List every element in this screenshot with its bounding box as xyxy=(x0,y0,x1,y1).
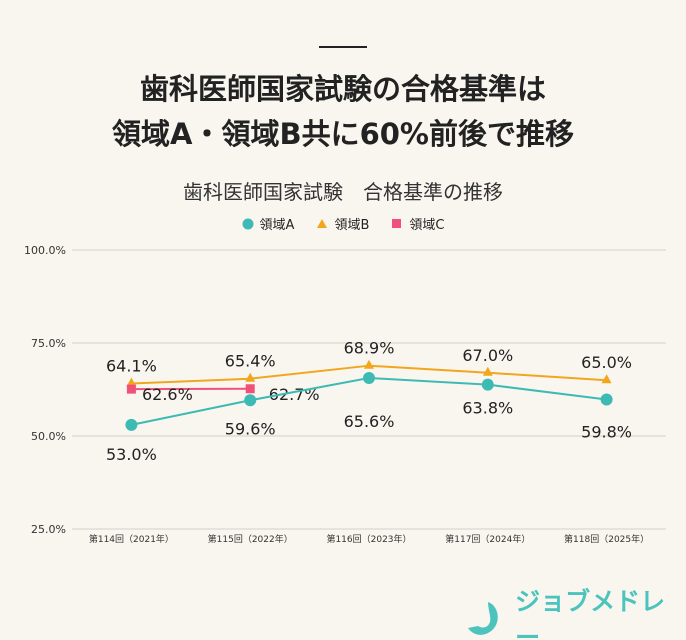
data-label: 62.7% xyxy=(269,385,320,404)
data-label: 64.1% xyxy=(106,357,157,376)
data-point xyxy=(600,393,613,406)
jobmedley-logo: ジョブメドレー xyxy=(466,582,686,640)
x-tick-label: 第118回（2025年） xyxy=(564,533,649,545)
data-label: 53.0% xyxy=(106,445,157,464)
headline-line-1: 歯科医師国家試験の合格基準は xyxy=(139,72,546,106)
data-point xyxy=(363,371,375,384)
logo-text: ジョブメドレー xyxy=(515,587,666,640)
square-marker-icon xyxy=(392,218,402,228)
triangle-marker-icon xyxy=(317,218,328,228)
headline-line-2: 領域A・領域B共に60%前後で推移 xyxy=(112,117,574,151)
data-point xyxy=(125,418,138,431)
x-tick-label: 第114回（2021年） xyxy=(89,533,174,545)
data-label: 67.0% xyxy=(462,346,513,365)
x-tick-label: 第115回（2022年） xyxy=(208,533,293,545)
logo-mark-icon xyxy=(468,602,498,635)
data-label: 62.6% xyxy=(142,385,193,404)
legend-item-c: 領域C xyxy=(391,214,444,233)
data-point xyxy=(244,394,257,407)
legend-item-a: 領域A xyxy=(242,214,295,233)
legend: 領域A 領域B 領域C xyxy=(0,214,686,233)
data-label: 59.6% xyxy=(225,419,276,438)
circle-marker-icon xyxy=(242,218,254,229)
data-point xyxy=(126,384,136,394)
y-tick-label: 25.0% xyxy=(31,523,66,536)
data-label: 59.8% xyxy=(581,423,632,442)
legend-item-b: 領域B xyxy=(316,214,369,233)
data-label: 63.8% xyxy=(462,399,513,418)
data-point xyxy=(245,372,256,382)
legend-label: 領域A xyxy=(259,218,295,233)
data-point xyxy=(482,366,493,376)
data-label: 65.4% xyxy=(225,352,276,371)
y-tick-label: 75.0% xyxy=(31,337,66,350)
data-point xyxy=(364,359,374,369)
data-point xyxy=(601,374,612,384)
data-label: 68.9% xyxy=(344,339,395,358)
chart-title: 歯科医師国家試験 合格基準の推移 xyxy=(183,180,503,204)
x-tick-label: 第117回（2024年） xyxy=(445,533,530,545)
y-tick-label: 100.0% xyxy=(24,244,66,257)
data-point xyxy=(481,378,494,391)
legend-label: 領域B xyxy=(334,218,370,233)
data-label: 65.0% xyxy=(581,353,632,372)
legend-label: 領域C xyxy=(409,218,445,233)
data-point xyxy=(126,377,137,387)
line-chart: 25.0% 50.0% 75.0% 100.0% 第114回（2021年） 第115回（2… xyxy=(24,244,666,545)
x-tick-label: 第116回（2023年） xyxy=(326,533,411,545)
title-rule xyxy=(319,46,367,48)
data-point xyxy=(245,384,255,394)
data-label: 65.6% xyxy=(344,412,395,431)
y-tick-label: 50.0% xyxy=(31,430,66,443)
